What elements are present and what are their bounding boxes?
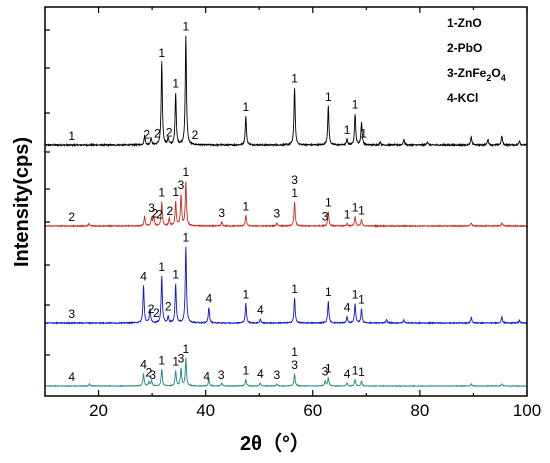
peak-label: 3 [218,206,225,220]
peak-label: 1 [358,365,365,379]
peak-label: 1 [352,363,359,377]
peak-label: 3 [148,201,155,215]
x-axis-label: 2θ（°） [240,432,310,455]
peak-label: 2 [153,306,160,320]
legend-entry-zno: 1-ZnO [447,16,482,30]
peak-label: 3 [178,352,185,366]
peak-label: 1 [360,127,367,141]
peak-label: 1 [68,129,75,143]
peak-label: 1 [325,90,332,104]
peak-label: 3 [274,368,281,382]
peak-label: 1 [358,203,365,217]
peak-label: 3 [68,307,75,321]
peak-label: 2 [154,127,161,141]
peak-label: 1 [183,342,190,356]
xrd-pattern-line-4 [44,357,528,388]
peak-label: 1 [242,287,249,301]
peak-label: 3 [291,173,298,187]
peak-label: 1 [158,186,165,200]
x-tick-label: 20 [89,401,108,420]
legend: 1-ZnO 2-PbO 3-ZnFe2O4 4-KCl [447,16,506,105]
legend-entry-pbo: 2-PbO [447,41,482,55]
x-tick-label: 40 [196,401,215,420]
peak-label: 1 [291,71,298,85]
peak-label: 1 [183,230,190,244]
peak-label: 1 [158,260,165,274]
peak-label: 4 [203,369,210,383]
peak-label: 3 [178,178,185,192]
peak-label: 1 [183,19,190,33]
plot-frame [44,6,528,397]
peak-label: 1 [242,200,249,214]
xrd-traces [44,35,528,388]
peak-label: 3 [322,365,329,379]
peak-label: 1 [291,282,298,296]
peak-label: 2 [68,210,75,224]
y-axis-label: Intensity(cps) [11,137,33,267]
peak-label: 4 [140,357,147,371]
peak-label: 1 [242,363,249,377]
legend-entry-znfe2o4: 3-ZnFe2O4 [447,66,506,83]
peak-label: 1 [358,293,365,307]
peak-label: 1 [242,100,249,114]
peak-label: 1 [172,355,179,369]
peak-label: 4 [344,301,351,315]
peak-label: 1 [325,361,332,375]
peak-label: 2 [151,206,158,220]
legend-entry-kcl: 4-KCl [447,91,478,105]
xrd-pattern-line-2 [44,181,528,228]
peak-label: 2 [156,207,163,221]
peak-label: 1 [352,200,359,214]
peak-label: 1 [344,207,351,221]
peak-label: 1 [172,185,179,199]
x-tick-label: 100 [513,401,541,420]
peak-label: 1 [172,76,179,90]
peak-label: 4 [344,367,351,381]
x-tick-label: 60 [303,401,322,420]
peak-label: 1 [158,46,165,60]
peak-label: 2 [166,204,173,218]
peak-label: 1 [158,353,165,367]
peak-label: 1 [172,267,179,281]
peak-label: 4 [140,269,147,283]
peak-label: 2 [165,300,172,314]
peak-label: 2 [146,365,153,379]
peak-label: 1 [183,165,190,179]
peak-label: 3 [218,368,225,382]
peak-label: 1 [291,345,298,359]
peak-label: 1 [291,186,298,200]
peak-label: 1 [325,285,332,299]
peak-label: 2 [192,128,199,142]
peak-label: 4 [206,291,213,305]
peak-label: 1 [352,287,359,301]
peak-label: 3 [291,358,298,372]
peak-label: 2 [148,302,155,316]
peak-label: 1 [344,123,351,137]
peak-label: 4 [68,370,75,384]
xrd-pattern-line-3 [44,246,528,325]
peak-label: 4 [257,303,264,317]
peak-label: 1 [352,98,359,112]
peak-label: 3 [322,209,329,223]
peak-label: 4 [257,367,264,381]
peak-label: 2 [143,128,150,142]
x-tick-label: 80 [410,401,429,420]
peak-label: 3 [274,207,281,221]
peak-label: 3 [149,368,156,382]
peak-label: 1 [325,196,332,210]
axis-ticks: 20 40 60 80 100 [44,7,541,420]
peak-label: 2 [166,125,173,139]
xrd-pattern-line-1 [44,35,528,148]
